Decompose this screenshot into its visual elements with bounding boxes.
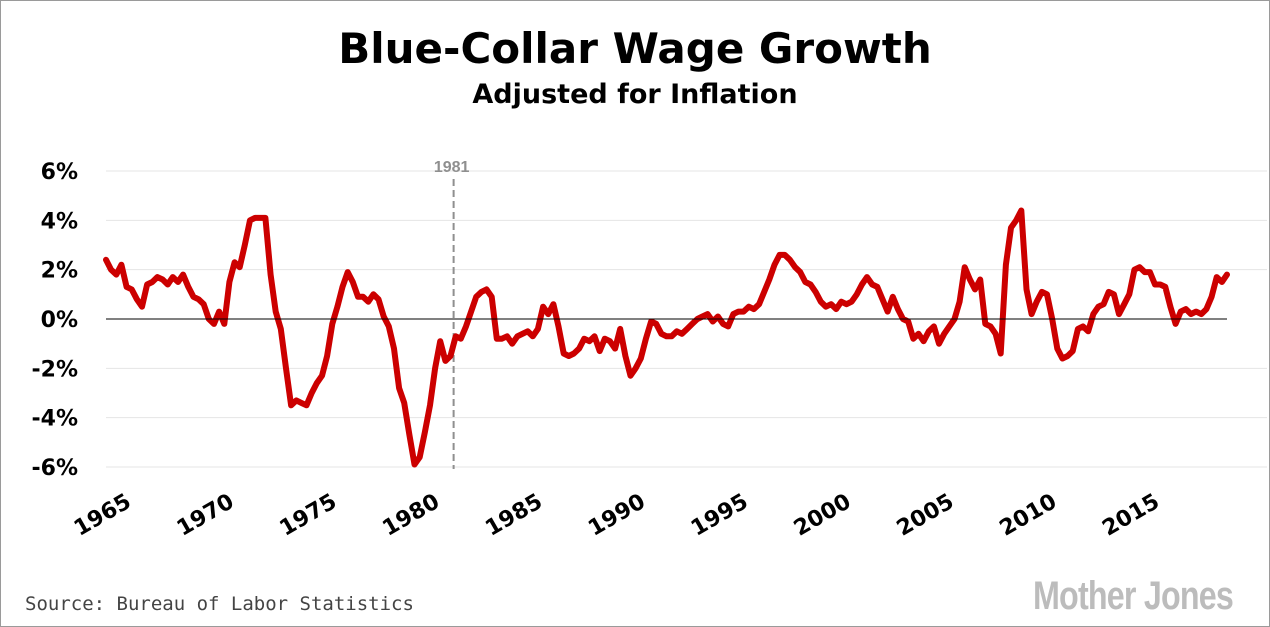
y-tick-label: 0% bbox=[41, 308, 78, 333]
mother-jones-logo: Mother Jones bbox=[1033, 574, 1233, 618]
source-note: Source: Bureau of Labor Statistics bbox=[25, 593, 414, 615]
annotation-label: 1981 bbox=[434, 159, 470, 176]
x-tick-label: 1975 bbox=[276, 489, 342, 541]
y-tick-label: -4% bbox=[32, 407, 78, 432]
annotation-1981: 1981 bbox=[434, 159, 470, 469]
x-tick-label: 1985 bbox=[481, 489, 547, 541]
y-axis-tick-labels: 6% 4% 2% 0% -2% -4% -6% bbox=[32, 160, 78, 481]
chart-subtitle: Adjusted for Inflation bbox=[472, 79, 797, 110]
series-layer bbox=[103, 207, 1230, 468]
x-tick-label: 1990 bbox=[584, 489, 650, 541]
gridlines bbox=[106, 170, 1267, 468]
x-tick-label: 2000 bbox=[790, 489, 856, 541]
x-tick-label: 1965 bbox=[70, 489, 136, 541]
x-axis-tick-labels: 1965 1970 1975 1980 1985 1990 1995 2000 2005 2010… bbox=[70, 489, 1164, 541]
y-tick-label: 6% bbox=[41, 160, 78, 185]
x-tick-label: 1970 bbox=[173, 489, 239, 541]
series-line bbox=[103, 207, 1230, 468]
x-tick-label: 2005 bbox=[893, 489, 959, 541]
y-tick-label: -6% bbox=[32, 456, 78, 481]
y-tick-label: -2% bbox=[32, 357, 78, 382]
x-tick-label: 2010 bbox=[996, 489, 1062, 541]
chart-title: Blue-Collar Wage Growth bbox=[338, 24, 932, 73]
y-tick-label: 2% bbox=[41, 259, 78, 284]
y-tick-label: 4% bbox=[41, 209, 78, 234]
x-tick-label: 1980 bbox=[379, 489, 445, 541]
x-tick-label: 1995 bbox=[687, 489, 753, 541]
x-tick-label: 2015 bbox=[1098, 489, 1164, 541]
